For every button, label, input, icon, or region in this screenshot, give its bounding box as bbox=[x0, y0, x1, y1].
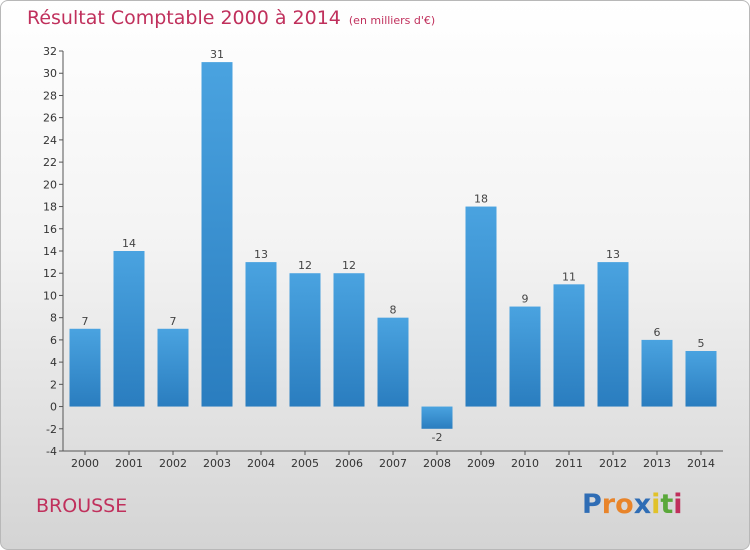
bar-2000 bbox=[69, 328, 101, 407]
x-tick-label-2006: 2006 bbox=[335, 457, 363, 470]
bar-2007 bbox=[377, 317, 409, 407]
chart-title: Résultat Comptable 2000 à 2014 (en millie… bbox=[27, 7, 435, 29]
y-tick-label: 32 bbox=[43, 45, 57, 58]
logo-letter: i bbox=[673, 489, 683, 520]
data-label-2011: 11 bbox=[562, 270, 576, 283]
bar-2004 bbox=[245, 262, 277, 407]
y-tick-label: -4 bbox=[46, 445, 57, 458]
bar-2001 bbox=[113, 251, 145, 407]
x-tick-label-2001: 2001 bbox=[115, 457, 143, 470]
y-tick-label: 12 bbox=[43, 267, 57, 280]
x-tick-label-2007: 2007 bbox=[379, 457, 407, 470]
data-label-2014: 5 bbox=[698, 337, 705, 350]
x-tick-label-2003: 2003 bbox=[203, 457, 231, 470]
x-tick-label-2010: 2010 bbox=[511, 457, 539, 470]
bar-2013 bbox=[641, 339, 673, 407]
data-label-2012: 13 bbox=[606, 248, 620, 261]
bar-2008 bbox=[421, 406, 453, 429]
data-label-2001: 14 bbox=[122, 237, 136, 250]
bar-2005 bbox=[289, 273, 321, 407]
data-label-2008: -2 bbox=[432, 431, 443, 444]
bar-2006 bbox=[333, 273, 365, 407]
y-tick-label: 20 bbox=[43, 178, 57, 191]
logo-letter: i bbox=[651, 489, 661, 520]
x-tick-label-2005: 2005 bbox=[291, 457, 319, 470]
bar-2009 bbox=[465, 206, 497, 407]
data-label-2013: 6 bbox=[654, 326, 661, 339]
bar-2003 bbox=[201, 62, 233, 407]
y-tick-label: 4 bbox=[50, 356, 57, 369]
y-tick-label: 28 bbox=[43, 89, 57, 102]
data-label-2005: 12 bbox=[298, 259, 312, 272]
x-tick-label-2009: 2009 bbox=[467, 457, 495, 470]
bar-2014 bbox=[685, 351, 717, 407]
data-label-2000: 7 bbox=[82, 315, 89, 328]
y-tick-label: -2 bbox=[46, 423, 57, 436]
y-tick-label: 18 bbox=[43, 201, 57, 214]
x-tick-label-2014: 2014 bbox=[687, 457, 715, 470]
x-tick-label-2004: 2004 bbox=[247, 457, 275, 470]
x-tick-label-2012: 2012 bbox=[599, 457, 627, 470]
commune-name: BROUSSE bbox=[36, 495, 128, 517]
data-label-2009: 18 bbox=[474, 193, 488, 206]
data-label-2006: 12 bbox=[342, 259, 356, 272]
y-tick-label: 26 bbox=[43, 112, 57, 125]
chart-subtitle: (en milliers d'€) bbox=[348, 14, 436, 27]
x-tick-label-2002: 2002 bbox=[159, 457, 187, 470]
proxiti-logo: Proxiti bbox=[582, 489, 683, 520]
y-tick-label: 14 bbox=[43, 245, 57, 258]
y-tick-label: 22 bbox=[43, 156, 57, 169]
data-label-2010: 9 bbox=[522, 293, 529, 306]
y-tick-label: 8 bbox=[50, 312, 57, 325]
logo-letter: P bbox=[582, 489, 602, 520]
data-label-2004: 13 bbox=[254, 248, 268, 261]
data-label-2002: 7 bbox=[170, 315, 177, 328]
logo-letter: o bbox=[615, 489, 634, 520]
x-tick-label-2008: 2008 bbox=[423, 457, 451, 470]
y-tick-label: 24 bbox=[43, 134, 57, 147]
y-tick-label: 30 bbox=[43, 67, 57, 80]
y-tick-label: 0 bbox=[50, 401, 57, 414]
x-tick-label-2000: 2000 bbox=[71, 457, 99, 470]
bar-2002 bbox=[157, 328, 189, 407]
chart-title-text: Résultat Comptable 2000 à 2014 bbox=[27, 7, 341, 29]
data-label-2003: 31 bbox=[210, 48, 224, 61]
logo-letter: r bbox=[601, 489, 616, 520]
bar-2012 bbox=[597, 262, 629, 407]
x-tick-label-2013: 2013 bbox=[643, 457, 671, 470]
data-label-2007: 8 bbox=[390, 304, 397, 317]
y-tick-label: 16 bbox=[43, 223, 57, 236]
y-tick-label: 2 bbox=[50, 378, 57, 391]
y-tick-label: 6 bbox=[50, 334, 57, 347]
bar-2011 bbox=[553, 284, 585, 407]
logo-letter: x bbox=[633, 489, 652, 520]
y-tick-label: 10 bbox=[43, 289, 57, 302]
bar-2010 bbox=[509, 306, 541, 407]
logo-letter: t bbox=[660, 489, 674, 520]
x-tick-label-2011: 2011 bbox=[555, 457, 583, 470]
